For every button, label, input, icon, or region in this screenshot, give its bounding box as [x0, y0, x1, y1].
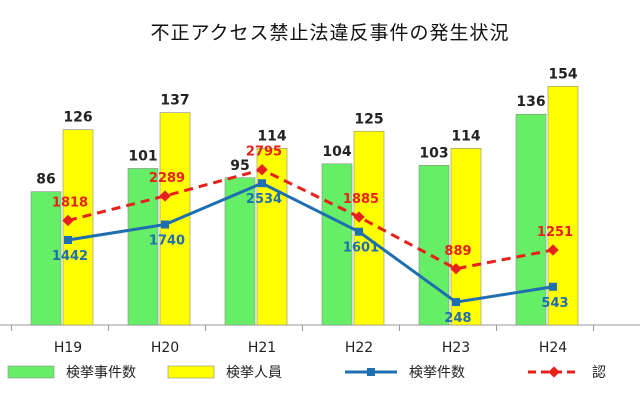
bar-value-label: 126 [63, 110, 92, 126]
legend-label: 検挙件数 [409, 365, 465, 381]
bar [224, 177, 256, 326]
line-value-label: 543 [541, 296, 568, 311]
line-marker [355, 227, 363, 236]
line-marker [258, 179, 266, 188]
line-value-label: 1818 [52, 195, 88, 210]
series-line [67, 181, 554, 304]
x-tick-label: H20 [151, 340, 179, 356]
line-value-label: 2534 [246, 192, 282, 207]
bar-value-label: 125 [354, 111, 383, 127]
line-value-label: 1442 [52, 249, 88, 264]
bar-value-label: 154 [548, 66, 577, 82]
legend-swatch [167, 365, 215, 379]
line-marker [161, 220, 169, 229]
bar [321, 163, 353, 326]
bar-value-label: 137 [160, 93, 189, 109]
line-value-label: 889 [444, 244, 471, 259]
legend-label: 検挙事件数 [66, 365, 136, 381]
bar-value-label: 95 [230, 158, 249, 174]
bar [30, 191, 62, 326]
chart-title: 不正アクセス禁止法違反事件の発生状況 [150, 22, 510, 44]
line-value-label: 2795 [246, 145, 282, 160]
x-tick-label: H22 [345, 340, 373, 356]
bar-value-label: 114 [257, 128, 286, 144]
bar [62, 129, 94, 326]
line-value-label: 1601 [343, 241, 379, 256]
legend-marker [367, 368, 375, 376]
line-marker [64, 236, 72, 245]
x-tick-label: H19 [54, 340, 82, 356]
bar-value-label: 103 [419, 145, 448, 161]
bar-value-label: 101 [128, 148, 157, 164]
legend-label: 認 [592, 365, 606, 381]
legend-label: 検挙人員 [226, 365, 282, 381]
bar-value-label: 136 [516, 94, 545, 110]
x-tick-label: H24 [539, 340, 567, 356]
bar [256, 148, 288, 326]
series-line [67, 168, 554, 271]
legend-marker [548, 366, 560, 378]
x-tick-label: H21 [248, 340, 276, 356]
line-marker [547, 244, 559, 256]
legend-swatch [7, 365, 55, 379]
bar-value-label: 114 [451, 128, 480, 144]
line-value-label: 1885 [343, 192, 379, 207]
bar [418, 165, 450, 326]
line-marker [549, 282, 557, 291]
bar-value-label: 86 [36, 172, 55, 188]
line-marker [159, 190, 171, 202]
line-value-label: 248 [444, 311, 471, 326]
line-value-label: 2289 [149, 171, 185, 186]
x-tick-label: H23 [442, 340, 470, 356]
bar [127, 168, 159, 326]
line-value-label: 1251 [537, 225, 573, 240]
bar [450, 148, 482, 326]
line-marker [452, 298, 460, 307]
line-marker [450, 263, 462, 275]
line-marker [353, 211, 365, 223]
line-marker [256, 164, 268, 176]
line-value-label: 1740 [149, 234, 185, 249]
bar-value-label: 104 [322, 144, 351, 160]
